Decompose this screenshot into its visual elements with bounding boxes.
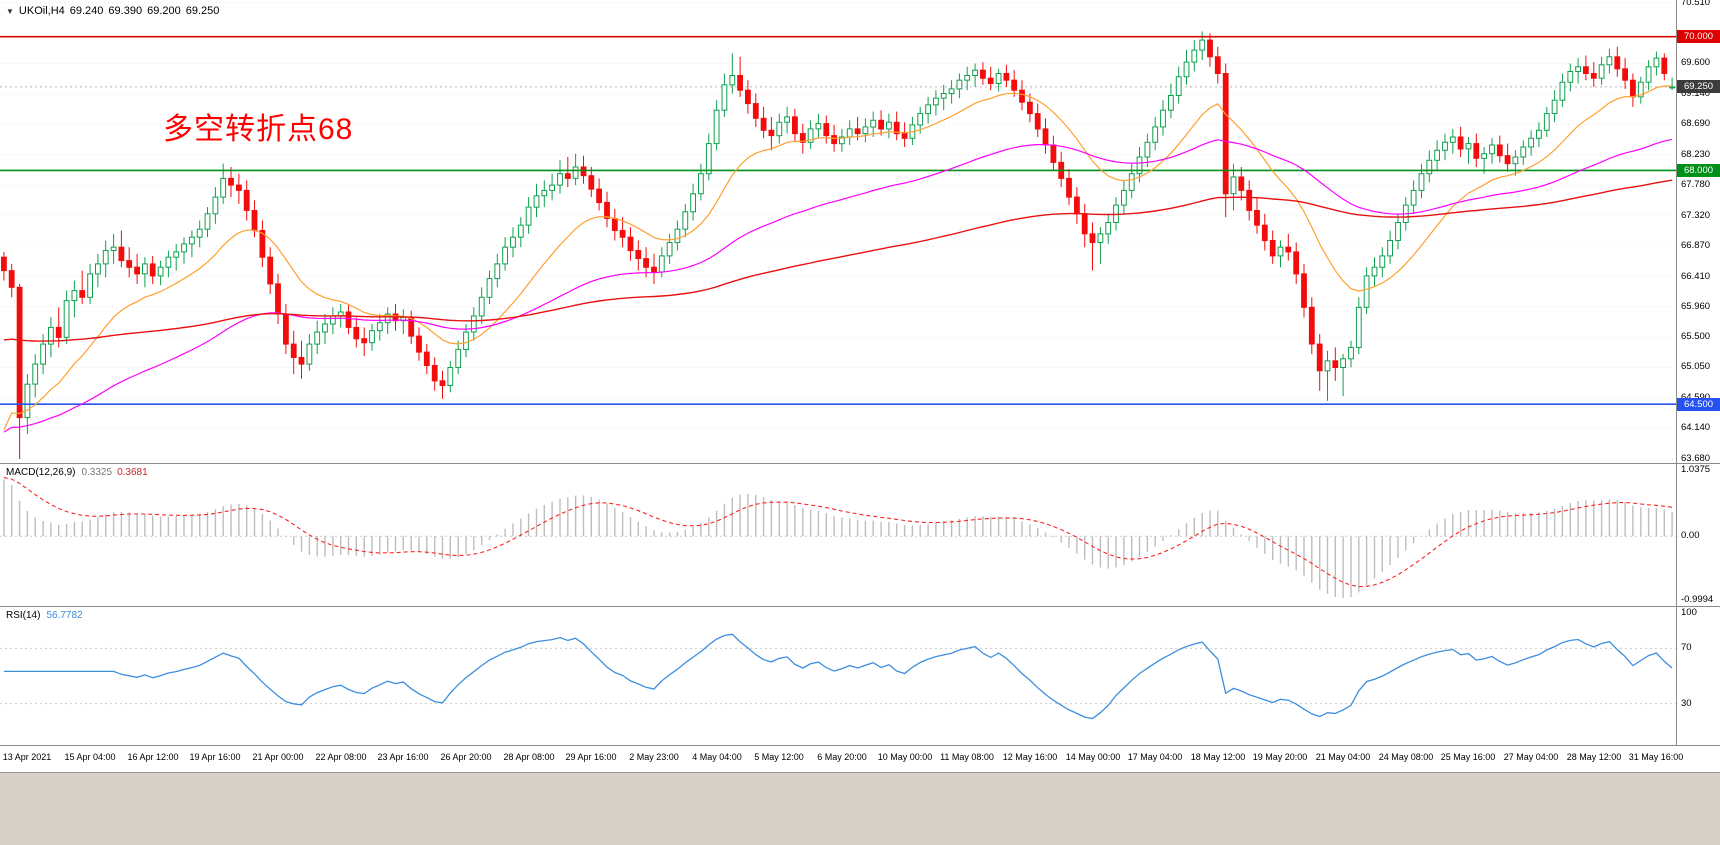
time-axis-label: 18 May 12:00 <box>1190 752 1246 762</box>
macd-axis-label: 1.0375 <box>1681 464 1711 475</box>
panel-separator[interactable] <box>0 606 1720 607</box>
rsi-axis-label: 70 <box>1681 642 1692 653</box>
price-axis-label: 64.590 <box>1681 393 1710 403</box>
macd-axis-label: -0.9994 <box>1681 594 1714 605</box>
candlestick-chart[interactable] <box>0 0 1676 463</box>
quote-bar: ▼ UKOil,H4 69.240 69.390 69.200 69.250 <box>6 5 224 17</box>
time-axis-label: 25 May 16:00 <box>1440 752 1496 762</box>
time-axis-label: 21 May 04:00 <box>1315 752 1371 762</box>
price-axis-label: 69.600 <box>1681 57 1711 68</box>
time-axis-label: 28 May 12:00 <box>1566 752 1622 762</box>
time-axis-label: 16 Apr 12:00 <box>127 752 179 762</box>
price-scale[interactable]: 70.510 69.600 69.140 68.690 68.230 67.780 67.3… <box>1676 0 1720 464</box>
time-axis-label: 2 May 23:00 <box>629 752 679 762</box>
price-badge-64.500: 64.500 <box>1677 398 1720 411</box>
time-axis-label: 19 May 20:00 <box>1252 752 1308 762</box>
price-axis-label: 68.230 <box>1681 149 1711 160</box>
time-axis-label: 29 Apr 16:00 <box>565 752 617 762</box>
symbol-timeframe: UKOil,H4 <box>18 5 65 17</box>
time-axis-label: 17 May 04:00 <box>1127 752 1183 762</box>
time-axis-label: 12 May 16:00 <box>1002 752 1058 762</box>
price-axis-label: 63.680 <box>1681 453 1711 464</box>
macd-axis-label: 0.00 <box>1681 530 1700 541</box>
time-axis-label: 11 May 08:00 <box>940 752 994 762</box>
rsi-axis-label: 100 <box>1681 607 1697 618</box>
rsi-scale[interactable]: 100 70 30 <box>1676 607 1720 745</box>
price-axis-label: 65.960 <box>1681 301 1711 312</box>
price-badge-70.000: 70.000 <box>1677 30 1720 43</box>
macd-scale[interactable]: 1.0375 0.00 -0.9994 <box>1676 464 1720 606</box>
macd-value-signal: 0.3681 <box>117 467 148 478</box>
time-axis-label: 10 May 00:00 <box>877 752 933 762</box>
price-axis-label: 65.050 <box>1681 361 1711 372</box>
rsi-label: RSI(14) 56.7782 <box>6 610 83 621</box>
time-axis-label: 31 May 16:00 <box>1628 752 1684 762</box>
time-axis-label: 22 Apr 08:00 <box>315 752 367 762</box>
macd-histogram <box>3 479 1673 598</box>
macd-title: MACD(12,26,9) <box>6 467 76 478</box>
time-axis-label: 21 Apr 00:00 <box>252 752 304 762</box>
time-axis-label: 28 Apr 08:00 <box>503 752 555 762</box>
price-axis-label: 67.780 <box>1681 179 1711 190</box>
price-gridlines <box>0 2 1676 460</box>
quote-high: 69.390 <box>108 5 143 17</box>
rsi-axis-label: 30 <box>1681 698 1692 709</box>
time-axis-label: 4 May 04:00 <box>692 752 742 762</box>
current-price-badge: 69.250 <box>1677 80 1720 93</box>
rsi-level-lines <box>0 647 1676 705</box>
price-axis-label: 70.510 <box>1681 0 1711 8</box>
panel-separator[interactable] <box>0 745 1720 746</box>
price-axis-label: 65.500 <box>1681 331 1711 342</box>
price-axis-label: 69.140 <box>1681 88 1711 99</box>
ma-slow-line <box>3 179 1673 342</box>
time-axis-label: 15 Apr 04:00 <box>64 752 116 762</box>
rsi-chart[interactable] <box>0 607 1676 745</box>
panel-separator[interactable] <box>0 463 1720 464</box>
time-axis-label: 5 May 12:00 <box>754 752 804 762</box>
macd-label: MACD(12,26,9) 0.3325 0.3681 <box>6 467 148 478</box>
price-axis-label: 66.410 <box>1681 271 1711 282</box>
time-axis-label: 27 May 04:00 <box>1503 752 1559 762</box>
time-axis-label: 13 Apr 2021 <box>2 752 52 762</box>
time-axis-label: 26 Apr 20:00 <box>440 752 492 762</box>
rsi-line <box>3 633 1673 720</box>
price-badge-68.000: 68.000 <box>1677 164 1720 177</box>
macd-signal-line <box>3 477 1673 588</box>
rsi-title: RSI(14) <box>6 610 41 621</box>
price-axis-label: 64.140 <box>1681 422 1711 433</box>
time-axis-label: 14 May 00:00 <box>1065 752 1121 762</box>
time-axis[interactable]: 13 Apr 2021 15 Apr 04:00 16 Apr 12:00 19 Ap… <box>0 746 1683 772</box>
price-axis-label: 66.870 <box>1681 240 1711 251</box>
collapse-chart-icon[interactable]: ▼ <box>6 7 14 16</box>
terminal-footer <box>0 772 1720 845</box>
annotation-text: 多空转折点68 <box>163 113 354 146</box>
price-axis-label: 67.320 <box>1681 210 1711 221</box>
quote-low: 69.200 <box>147 5 181 17</box>
macd-value-main: 0.3325 <box>81 467 113 478</box>
macd-chart[interactable] <box>0 464 1676 606</box>
quote-close: 69.250 <box>185 5 220 17</box>
time-axis-label: 19 Apr 16:00 <box>189 752 241 762</box>
time-axis-label: 24 May 08:00 <box>1378 752 1434 762</box>
rsi-value: 56.7782 <box>46 610 83 621</box>
time-axis-label: 6 May 20:00 <box>817 752 867 762</box>
quote-open: 69.240 <box>69 5 104 17</box>
candles[interactable] <box>1 31 1675 459</box>
price-axis-label: 68.690 <box>1681 118 1711 129</box>
ma-fast-line <box>3 85 1673 431</box>
time-axis-label: 23 Apr 16:00 <box>377 752 429 762</box>
